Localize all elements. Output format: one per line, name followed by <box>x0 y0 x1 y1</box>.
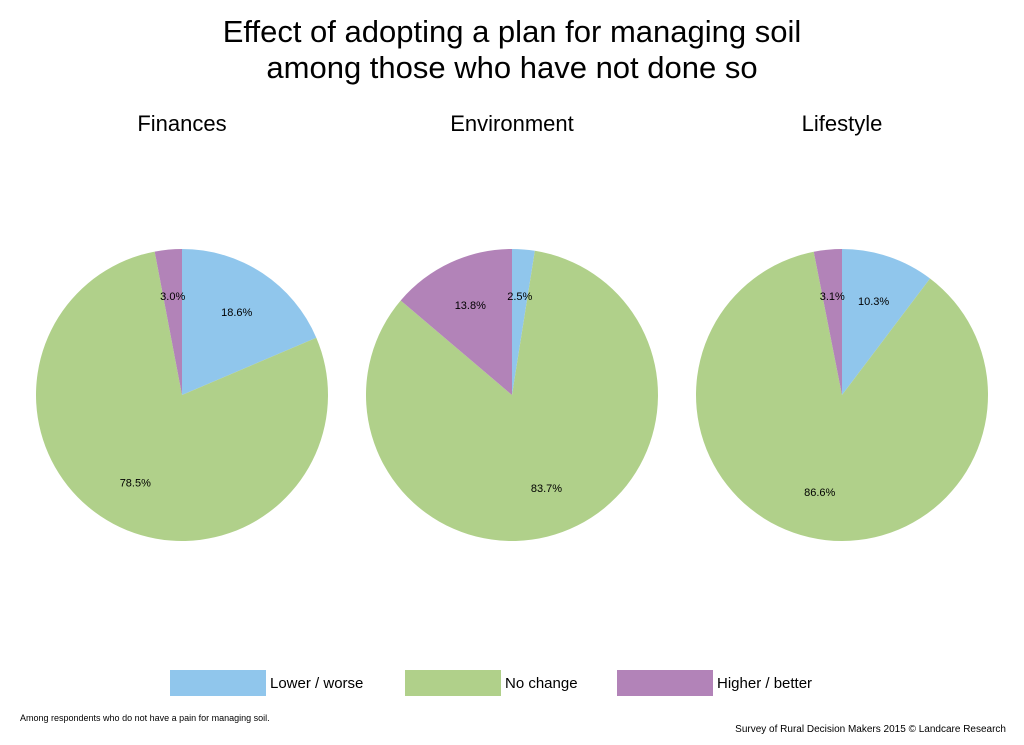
chart-title-line-1: Effect of adopting a plan for managing s… <box>222 14 802 49</box>
pie-slice-environment-no-change <box>365 250 658 542</box>
legend-label-higher-better: Higher / better <box>717 674 813 692</box>
chart-title-line-2: among those who have not done so <box>266 50 758 85</box>
legend-item-higher-better: Higher / better <box>617 670 812 696</box>
pie-data-label-finances-no-change: 78.5% <box>120 478 151 490</box>
pie-data-label-lifestyle-no-change: 86.6% <box>804 487 835 499</box>
pie-finances: Finances 18.6% 78.5% 3.0% <box>36 111 329 541</box>
pie-data-label-environment-higher-better: 13.8% <box>455 300 486 312</box>
pie-lifestyle: Lifestyle 10.3% 86.6% 3.1% <box>696 111 989 541</box>
footnote-right: Survey of Rural Decision Makers 2015 © L… <box>735 724 1006 735</box>
legend-item-lower-worse: Lower / worse <box>170 670 363 696</box>
pie-data-label-environment-no-change: 83.7% <box>531 483 562 495</box>
pie-data-label-finances-higher-better: 3.0% <box>160 291 185 303</box>
pie-slice-environment-higher-better <box>400 249 512 395</box>
pie-slice-lifestyle-higher-better <box>813 249 842 395</box>
pie-charts: Finances 18.6% 78.5% 3.0% Environment 2.5% 83.… <box>36 111 989 542</box>
pie-slice-environment-lower-worse <box>512 249 535 395</box>
pie-data-label-finances-lower-worse: 18.6% <box>221 307 252 319</box>
pie-slice-finances-lower-worse <box>182 248 317 395</box>
pie-environment: Environment 2.5% 83.7% 13.8% <box>365 111 658 542</box>
pie-title-environment: Environment <box>450 111 574 136</box>
legend: Lower / worse No change Higher / better <box>0 670 1024 700</box>
chart-title: Effect of adopting a plan for managing s… <box>0 14 1024 86</box>
pie-slice-finances-higher-better <box>154 249 182 395</box>
legend-label-no-change: No change <box>505 674 578 692</box>
legend-swatch-no-change <box>405 670 501 696</box>
pie-data-label-environment-lower-worse: 2.5% <box>507 291 532 303</box>
pie-slice-lifestyle-no-change <box>696 251 989 541</box>
pie-title-lifestyle: Lifestyle <box>802 111 883 136</box>
legend-swatch-higher-better <box>617 670 713 696</box>
legend-item-no-change: No change <box>405 670 578 696</box>
footnote-left: Among respondents who do not have a pain… <box>20 713 270 723</box>
pie-slice-lifestyle-lower-worse <box>842 249 931 395</box>
legend-label-lower-worse: Lower / worse <box>270 674 364 692</box>
pie-slice-finances-no-change <box>36 251 329 541</box>
pie-data-label-lifestyle-lower-worse: 10.3% <box>858 296 889 308</box>
legend-swatch-lower-worse <box>170 670 266 696</box>
pie-data-label-lifestyle-higher-better: 3.1% <box>820 291 845 303</box>
pie-title-finances: Finances <box>137 111 226 136</box>
